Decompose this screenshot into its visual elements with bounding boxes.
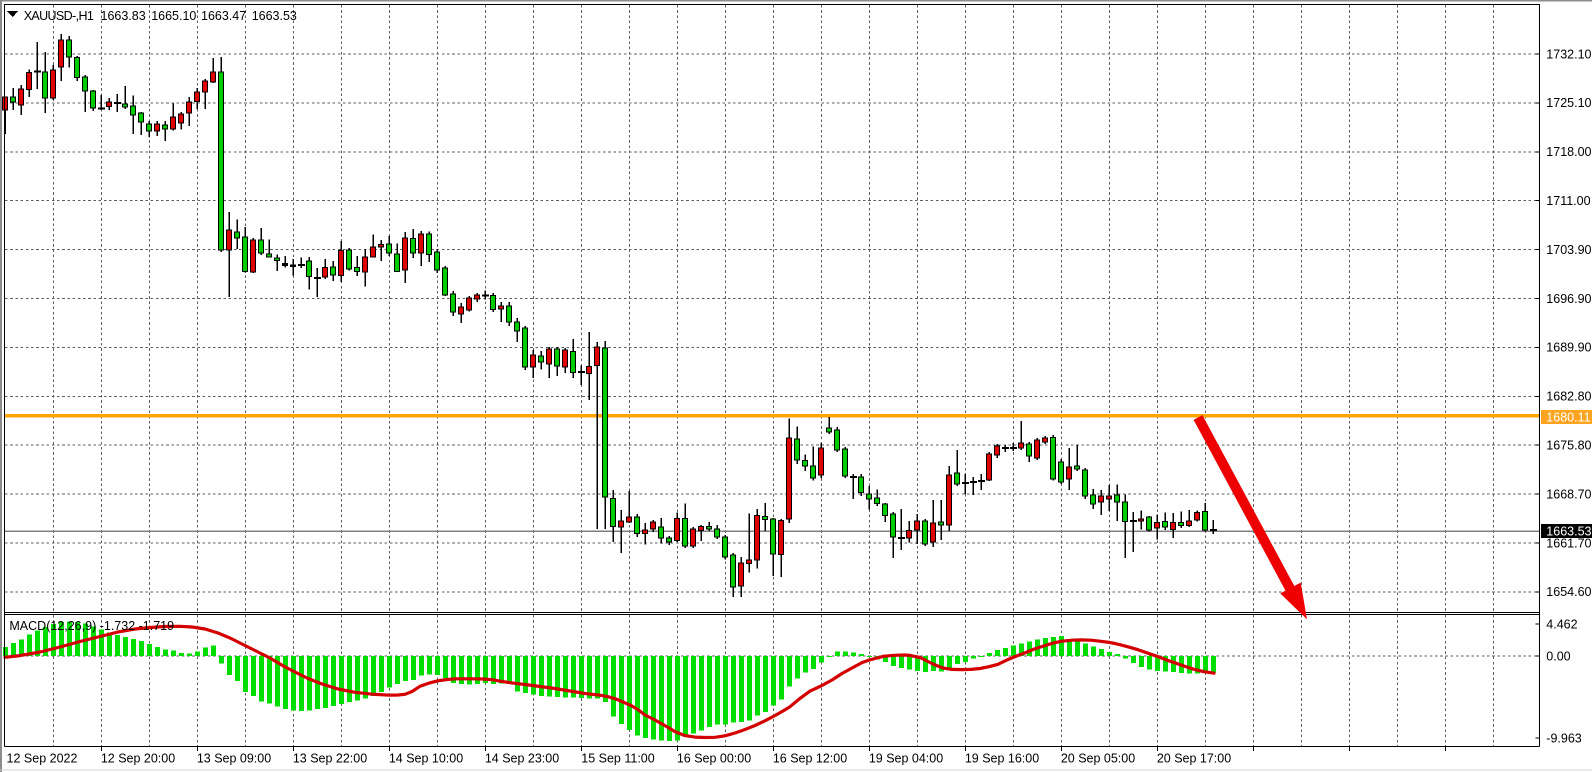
svg-text:-9.963: -9.963 (1546, 731, 1581, 745)
svg-text:14 Sep 10:00: 14 Sep 10:00 (389, 752, 463, 766)
svg-text:1675.80: 1675.80 (1546, 439, 1591, 453)
svg-text:1689.90: 1689.90 (1546, 341, 1591, 355)
svg-text:0.00: 0.00 (1546, 649, 1570, 663)
svg-text:15 Sep 11:00: 15 Sep 11:00 (581, 752, 654, 766)
svg-text:20 Sep 05:00: 20 Sep 05:00 (1061, 752, 1135, 766)
svg-text:1711.00: 1711.00 (1546, 194, 1590, 208)
svg-text:1732.10: 1732.10 (1546, 47, 1591, 61)
svg-text:19 Sep 04:00: 19 Sep 04:00 (869, 752, 943, 766)
svg-text:20 Sep 17:00: 20 Sep 17:00 (1157, 752, 1231, 766)
svg-text:1663.53: 1663.53 (1546, 524, 1591, 538)
svg-text:13 Sep 22:00: 13 Sep 22:00 (293, 752, 367, 766)
svg-text:1696.90: 1696.90 (1546, 292, 1591, 306)
svg-text:1663.47: 1663.47 (201, 9, 246, 23)
svg-text:4.462: 4.462 (1546, 617, 1577, 631)
svg-text:1665.10: 1665.10 (151, 9, 196, 23)
svg-text:16 Sep 12:00: 16 Sep 12:00 (773, 752, 847, 766)
svg-text:XAUUSD-,H1: XAUUSD-,H1 (24, 9, 94, 23)
svg-text:19 Sep 16:00: 19 Sep 16:00 (965, 752, 1039, 766)
svg-text:12 Sep 20:00: 12 Sep 20:00 (101, 752, 175, 766)
svg-text:1661.70: 1661.70 (1546, 536, 1591, 550)
svg-text:1680.11: 1680.11 (1546, 410, 1590, 424)
svg-text:13 Sep 09:00: 13 Sep 09:00 (197, 752, 271, 766)
svg-text:1663.83: 1663.83 (101, 9, 146, 23)
svg-text:1668.70: 1668.70 (1546, 487, 1591, 501)
svg-text:1663.53: 1663.53 (252, 9, 297, 23)
svg-text:MACD(12,26,9) -1.732 -1.719: MACD(12,26,9) -1.732 -1.719 (9, 619, 174, 633)
svg-text:1725.10: 1725.10 (1546, 96, 1591, 110)
svg-text:14 Sep 23:00: 14 Sep 23:00 (485, 752, 559, 766)
svg-text:1703.90: 1703.90 (1546, 243, 1591, 257)
svg-text:1654.60: 1654.60 (1546, 585, 1591, 599)
svg-text:1682.80: 1682.80 (1546, 390, 1591, 404)
svg-text:16 Sep 00:00: 16 Sep 00:00 (677, 752, 751, 766)
svg-text:1718.00: 1718.00 (1546, 145, 1591, 159)
svg-text:12 Sep 2022: 12 Sep 2022 (7, 752, 78, 766)
